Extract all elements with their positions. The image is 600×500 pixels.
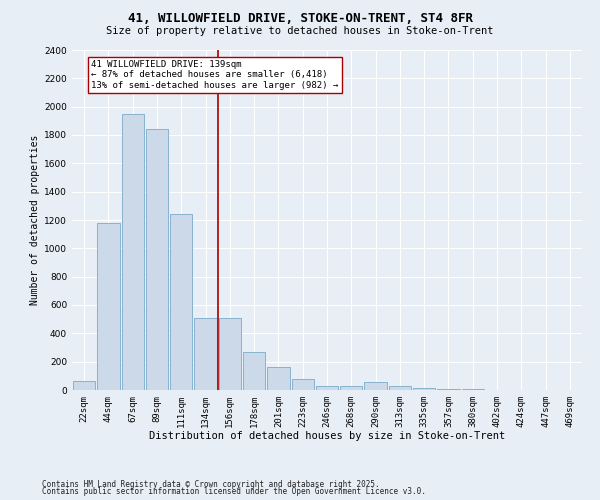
Bar (146, 130, 168, 390)
Bar (364, 382, 387, 390)
Bar (292, 380, 314, 390)
Text: Size of property relative to detached houses in Stoke-on-Trent: Size of property relative to detached ho… (106, 26, 494, 36)
Bar (316, 386, 338, 390)
Bar (194, 318, 217, 390)
X-axis label: Distribution of detached houses by size in Stoke-on-Trent: Distribution of detached houses by size … (149, 432, 505, 442)
Text: Contains HM Land Registry data © Crown copyright and database right 2025.: Contains HM Land Registry data © Crown c… (42, 480, 380, 489)
Text: 41, WILLOWFIELD DRIVE, STOKE-ON-TRENT, ST4 8FR: 41, WILLOWFIELD DRIVE, STOKE-ON-TRENT, S… (128, 12, 473, 26)
Bar (170, 214, 193, 390)
Y-axis label: Number of detached properties: Number of detached properties (30, 135, 40, 305)
Bar (122, 114, 144, 390)
Bar (389, 386, 411, 390)
Bar (413, 388, 436, 390)
Bar (97, 223, 119, 390)
Bar (243, 352, 265, 390)
Text: Contains public sector information licensed under the Open Government Licence v3: Contains public sector information licen… (42, 487, 426, 496)
Bar (73, 381, 95, 390)
Bar (340, 386, 362, 390)
Bar (267, 368, 290, 390)
Text: 41 WILLOWFIELD DRIVE: 139sqm
← 87% of detached houses are smaller (6,418)
13% of: 41 WILLOWFIELD DRIVE: 139sqm ← 87% of de… (91, 60, 338, 90)
Bar (218, 318, 241, 390)
